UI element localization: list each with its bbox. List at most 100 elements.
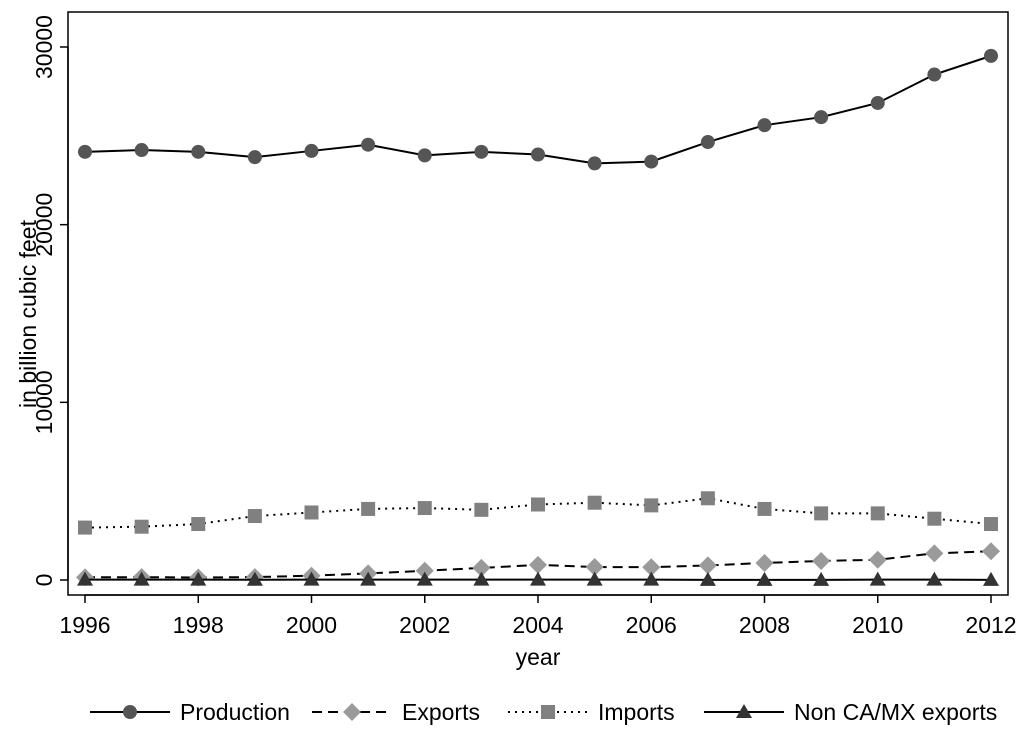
legend-item-non-ca-mx-exports: Non CA/MX exports [704, 699, 997, 725]
legend-marker-production [123, 705, 137, 719]
data-point-production-1997 [134, 143, 149, 158]
data-point-exports-2010 [868, 550, 887, 569]
data-point-imports-2009 [814, 506, 829, 521]
data-point-imports-2001 [361, 501, 376, 516]
data-point-non-ca-mx-exports-2010 [869, 571, 886, 586]
x-tick-label-6: 2008 [739, 612, 790, 638]
x-tick-label-0: 1996 [59, 612, 110, 638]
data-point-exports-2008 [755, 553, 774, 572]
data-point-production-1996 [78, 144, 92, 159]
legend: Production Exports Imports Non CA/MX export… [90, 699, 997, 725]
legend-label-production: Production [180, 699, 290, 725]
data-point-exports-2002 [415, 561, 434, 580]
y-tick-label-3: 30000 [31, 15, 57, 79]
x-tick-label-3: 2002 [399, 612, 450, 638]
data-point-exports-2005 [585, 558, 604, 577]
data-point-production-2001 [361, 137, 376, 152]
data-point-non-ca-mx-exports-2009 [813, 571, 830, 586]
data-point-imports-2000 [304, 505, 319, 520]
data-point-imports-2008 [757, 501, 772, 516]
x-tick-label-7: 2010 [852, 612, 903, 638]
y-axis: 0 10000 20000 30000 [31, 15, 69, 587]
data-point-imports-1999 [247, 509, 262, 524]
data-point-non-ca-mx-exports-2011 [926, 571, 943, 586]
data-point-production-2010 [870, 95, 885, 110]
data-point-imports-1997 [134, 519, 149, 534]
data-point-non-ca-mx-exports-2000 [303, 571, 320, 586]
data-point-exports-2009 [812, 551, 831, 570]
data-point-exports-2007 [698, 556, 717, 575]
data-point-imports-2002 [417, 501, 432, 516]
data-point-production-2011 [927, 67, 942, 82]
data-point-production-2003 [474, 144, 489, 159]
data-point-imports-2011 [927, 511, 942, 526]
legend-marker-imports [541, 705, 555, 719]
data-point-imports-2003 [474, 502, 489, 517]
data-point-production-1998 [191, 144, 206, 159]
legend-item-exports: Exports [312, 699, 480, 725]
data-point-non-ca-mx-exports-2006 [643, 571, 660, 586]
data-point-non-ca-mx-exports-1996 [77, 571, 93, 586]
data-point-imports-2005 [587, 495, 602, 510]
data-point-imports-2004 [531, 497, 545, 512]
data-point-production-2007 [700, 135, 715, 150]
series-line-imports [84, 497, 992, 529]
data-point-non-ca-mx-exports-1997 [133, 571, 150, 586]
data-point-exports-2011 [925, 544, 944, 563]
legend-label-imports: Imports [598, 699, 675, 725]
y-tick-label-1: 10000 [31, 370, 57, 434]
data-point-imports-1996 [78, 520, 92, 535]
data-point-non-ca-mx-exports-1998 [190, 571, 207, 586]
data-point-imports-1998 [191, 517, 206, 532]
data-point-exports-2004 [529, 555, 547, 574]
x-tick-label-2: 2000 [286, 612, 337, 638]
legend-label-non-ca-mx-exports: Non CA/MX exports [794, 699, 997, 725]
x-tick-label-5: 2006 [626, 612, 677, 638]
data-point-imports-2007 [700, 491, 715, 506]
series-imports [78, 491, 998, 535]
data-point-non-ca-mx-exports-2004 [530, 571, 546, 586]
y-tick-label-2: 20000 [31, 193, 57, 257]
legend-item-production: Production [90, 699, 290, 725]
data-point-non-ca-mx-exports-2002 [416, 571, 433, 586]
data-point-production-2004 [531, 147, 545, 162]
data-point-imports-2010 [870, 506, 885, 521]
data-point-non-ca-mx-exports-2012 [983, 571, 999, 586]
data-point-non-ca-mx-exports-1999 [246, 571, 263, 586]
data-point-non-ca-mx-exports-2007 [699, 571, 716, 586]
data-point-imports-2012 [984, 517, 998, 532]
x-tick-label-4: 2004 [512, 612, 563, 638]
x-tick-label-8: 2012 [965, 612, 1016, 638]
series-layer [76, 48, 1000, 587]
data-point-production-1999 [247, 150, 262, 165]
x-tick-label-1: 1998 [173, 612, 224, 638]
data-point-non-ca-mx-exports-2003 [473, 571, 490, 586]
y-axis-title: in billion cubic feet [15, 219, 41, 408]
legend-label-exports: Exports [402, 699, 480, 725]
y-tick-label-0: 0 [31, 574, 57, 587]
data-point-exports-2012 [982, 542, 1000, 561]
series-production [78, 48, 998, 171]
series-line-production [84, 54, 992, 165]
x-axis: 1996 1998 2000 2002 2004 2006 2008 2010 2012 [59, 594, 1017, 638]
data-point-imports-2006 [644, 498, 659, 513]
legend-marker-non-ca-mx-exports [736, 704, 752, 718]
data-point-production-2006 [644, 154, 659, 169]
data-point-production-2012 [984, 48, 998, 63]
legend-item-imports: Imports [508, 699, 675, 725]
data-point-production-2000 [304, 143, 319, 158]
data-point-exports-2006 [642, 558, 661, 577]
data-point-non-ca-mx-exports-2001 [360, 571, 377, 586]
data-point-production-2008 [757, 118, 772, 133]
series-exports [76, 542, 1000, 587]
data-point-production-2002 [417, 148, 432, 163]
legend-marker-exports [343, 703, 361, 721]
data-point-non-ca-mx-exports-2008 [756, 571, 773, 586]
x-axis-title: year [516, 644, 561, 670]
series-non-ca-mx-exports [77, 571, 999, 586]
data-point-production-2009 [814, 110, 829, 125]
data-point-production-2005 [587, 156, 602, 171]
data-point-exports-2003 [472, 558, 491, 577]
data-point-non-ca-mx-exports-2005 [586, 571, 603, 586]
